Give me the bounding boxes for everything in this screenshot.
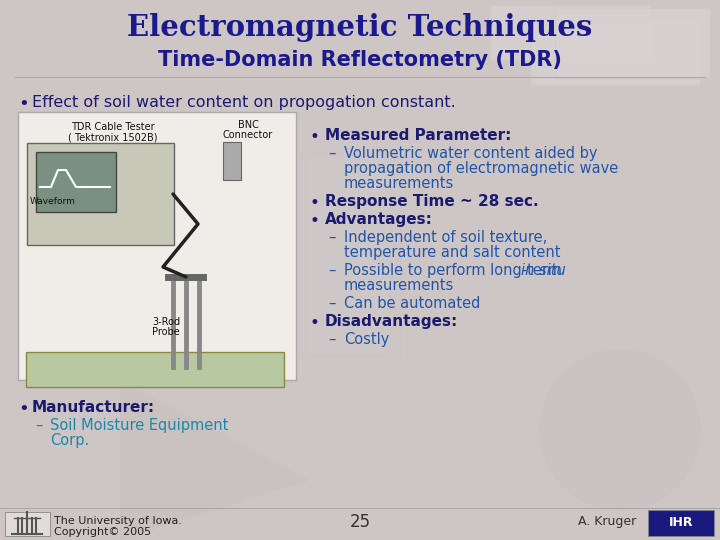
Text: Effect of soil water content on propogation constant.: Effect of soil water content on propogat… [32, 95, 456, 110]
Text: 25: 25 [349, 513, 371, 531]
Text: –: – [328, 146, 336, 161]
Text: BNC: BNC [238, 120, 258, 130]
FancyBboxPatch shape [555, 8, 710, 78]
Text: Can be automated: Can be automated [344, 296, 480, 311]
Text: •: • [310, 212, 320, 230]
FancyBboxPatch shape [648, 510, 714, 536]
FancyBboxPatch shape [530, 20, 700, 85]
FancyBboxPatch shape [305, 130, 400, 360]
Text: Corp.: Corp. [50, 433, 89, 448]
Text: Time-Domain Reflectometry (TDR): Time-Domain Reflectometry (TDR) [158, 50, 562, 70]
Text: Disadvantages:: Disadvantages: [325, 314, 458, 329]
Text: IHR: IHR [669, 516, 693, 530]
Text: Independent of soil texture,: Independent of soil texture, [344, 230, 547, 245]
Text: measurements: measurements [344, 278, 454, 293]
FancyBboxPatch shape [27, 143, 174, 245]
FancyBboxPatch shape [490, 5, 650, 60]
Text: Measured Parameter:: Measured Parameter: [325, 128, 511, 143]
Text: •: • [310, 128, 320, 146]
Text: Response Time ~ 28 sec.: Response Time ~ 28 sec. [325, 194, 539, 209]
FancyBboxPatch shape [26, 352, 284, 387]
Text: Advantages:: Advantages: [325, 212, 433, 227]
Text: –: – [328, 296, 336, 311]
FancyBboxPatch shape [223, 142, 241, 180]
Text: Possible to perform long-term: Possible to perform long-term [344, 263, 567, 278]
Text: Soil Moisture Equipment: Soil Moisture Equipment [50, 418, 228, 433]
Text: TDR Cable Tester: TDR Cable Tester [71, 122, 155, 132]
Text: temperature and salt content: temperature and salt content [344, 245, 560, 260]
Text: –: – [328, 263, 336, 278]
Text: in situ: in situ [521, 263, 566, 278]
FancyBboxPatch shape [36, 152, 116, 212]
Text: Copyright© 2005: Copyright© 2005 [54, 527, 151, 537]
Text: Probe: Probe [152, 327, 180, 337]
Circle shape [540, 350, 700, 510]
Text: The University of Iowa.: The University of Iowa. [54, 516, 182, 526]
Text: •: • [18, 95, 29, 113]
FancyBboxPatch shape [285, 155, 390, 355]
Text: Volumetric water content aided by: Volumetric water content aided by [344, 146, 598, 161]
Text: Electromagnetic Techniques: Electromagnetic Techniques [127, 14, 593, 43]
Text: –: – [328, 230, 336, 245]
Text: –: – [328, 332, 336, 347]
Text: Costly: Costly [344, 332, 390, 347]
Text: ( Tektronix 1502B): ( Tektronix 1502B) [68, 132, 158, 142]
Text: •: • [310, 314, 320, 332]
Text: •: • [310, 194, 320, 212]
Text: measurements: measurements [344, 176, 454, 191]
Text: Waveform: Waveform [30, 197, 76, 206]
Text: •: • [18, 400, 29, 418]
Text: 3-Rod: 3-Rod [152, 317, 180, 327]
FancyBboxPatch shape [5, 512, 50, 536]
Text: –: – [35, 418, 42, 433]
Text: A. Kruger: A. Kruger [578, 516, 636, 529]
FancyBboxPatch shape [18, 112, 296, 380]
Text: Manufacturer:: Manufacturer: [32, 400, 155, 415]
Text: Connector: Connector [223, 130, 273, 140]
Text: propagation of electromagnetic wave: propagation of electromagnetic wave [344, 161, 618, 176]
Polygon shape [120, 380, 310, 540]
